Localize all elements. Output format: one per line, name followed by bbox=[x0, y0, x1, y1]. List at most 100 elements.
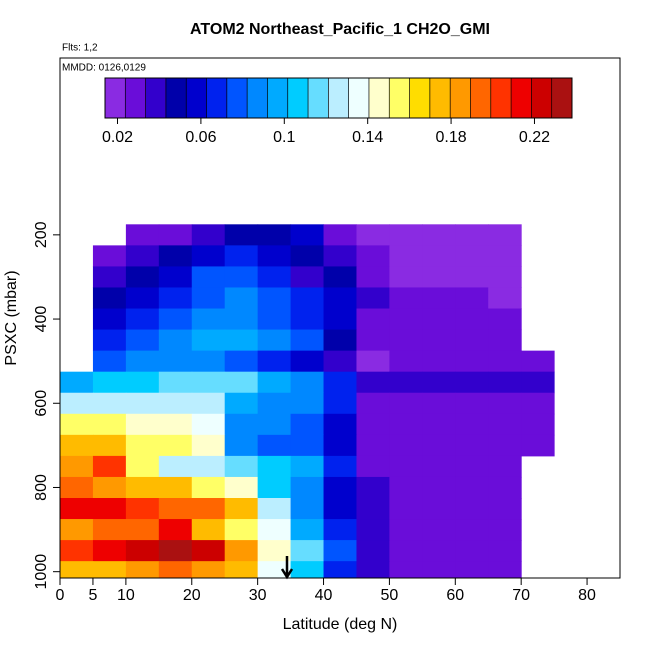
heat-cell bbox=[125, 308, 160, 331]
colorbar-tick-label: 0.02 bbox=[102, 129, 133, 146]
heat-cell bbox=[323, 498, 357, 520]
heat-cell bbox=[125, 561, 160, 578]
heat-cell bbox=[455, 287, 489, 310]
heat-cell bbox=[290, 561, 325, 578]
x-axis-label: Latitude (deg N) bbox=[283, 616, 398, 633]
heat-cell bbox=[224, 434, 259, 457]
heat-cell bbox=[389, 413, 423, 436]
x-tick-label: 5 bbox=[88, 587, 97, 604]
heat-cell bbox=[356, 498, 390, 520]
heat-cell bbox=[60, 371, 94, 394]
heat-cell bbox=[323, 519, 357, 541]
heat-cell bbox=[389, 498, 423, 520]
heat-cell bbox=[191, 519, 226, 541]
heat-cell bbox=[323, 561, 357, 578]
heat-cell bbox=[60, 519, 94, 541]
y-tick-label: 200 bbox=[33, 221, 50, 248]
heat-cell bbox=[92, 392, 127, 415]
heat-cell bbox=[488, 434, 522, 457]
heat-cell bbox=[356, 224, 390, 246]
heat-cell bbox=[356, 476, 390, 499]
heat-cell bbox=[191, 245, 226, 267]
heat-cell bbox=[257, 308, 292, 331]
colorbar-bin bbox=[267, 78, 289, 118]
heat-cell bbox=[257, 498, 292, 520]
heat-cell bbox=[323, 308, 357, 331]
heat-cell bbox=[488, 371, 522, 394]
colorbar-bin bbox=[348, 78, 370, 118]
heat-cell bbox=[224, 224, 259, 246]
heat-cell bbox=[60, 434, 94, 457]
heat-cell bbox=[224, 392, 259, 415]
heat-cell bbox=[389, 329, 423, 352]
heat-cell bbox=[290, 498, 325, 520]
heat-cell bbox=[356, 287, 390, 310]
heat-cell bbox=[290, 371, 325, 394]
heat-cell bbox=[191, 540, 226, 562]
heat-cell bbox=[422, 266, 456, 288]
heat-cell bbox=[455, 329, 489, 352]
heat-cell bbox=[92, 498, 127, 520]
heat-cell bbox=[191, 561, 226, 578]
heat-cell bbox=[323, 287, 357, 310]
plot-frame bbox=[59, 57, 621, 579]
heat-cell bbox=[191, 224, 226, 246]
heat-cell bbox=[455, 350, 489, 373]
heat-cell bbox=[323, 266, 357, 288]
heat-cell bbox=[92, 287, 127, 310]
heat-cell bbox=[158, 245, 193, 267]
heat-cell bbox=[323, 476, 357, 499]
heat-cell bbox=[257, 287, 292, 310]
heat-cell bbox=[92, 245, 127, 267]
heat-cell bbox=[356, 413, 390, 436]
colorbar-bin bbox=[470, 78, 492, 118]
colorbar-tick-label: 0.1 bbox=[273, 129, 295, 146]
heat-cell bbox=[191, 498, 226, 520]
heat-cell bbox=[323, 455, 357, 478]
heat-cell bbox=[224, 308, 259, 331]
heat-cell bbox=[257, 224, 292, 246]
heat-cell bbox=[191, 371, 226, 394]
heat-cell bbox=[224, 498, 259, 520]
heat-cell bbox=[290, 540, 325, 562]
colorbar-bin bbox=[125, 78, 146, 118]
heat-cell bbox=[488, 476, 522, 499]
heat-cell bbox=[224, 350, 259, 373]
heat-cell bbox=[356, 371, 390, 394]
heat-cell bbox=[92, 413, 127, 436]
heat-cell bbox=[422, 245, 456, 267]
heat-cell bbox=[125, 224, 160, 246]
x-tick-label: 70 bbox=[512, 587, 530, 604]
heat-cell bbox=[224, 371, 259, 394]
x-tick-label: 60 bbox=[446, 587, 464, 604]
heat-cell bbox=[455, 476, 489, 499]
heat-cell bbox=[92, 266, 127, 288]
heat-cell bbox=[257, 561, 292, 578]
heat-cell bbox=[422, 455, 456, 478]
heat-cell bbox=[224, 329, 259, 352]
heat-cell bbox=[60, 476, 94, 499]
heat-cell bbox=[422, 287, 456, 310]
heat-cell bbox=[455, 455, 489, 478]
heat-cell bbox=[455, 540, 489, 562]
heat-cell bbox=[356, 308, 390, 331]
heat-cell bbox=[488, 350, 522, 373]
heat-cell bbox=[224, 266, 259, 288]
heat-cell bbox=[257, 455, 292, 478]
heat-cell bbox=[488, 561, 522, 578]
heat-cell bbox=[422, 476, 456, 499]
heat-cell bbox=[257, 540, 292, 562]
heat-cell bbox=[389, 392, 423, 415]
x-tick-label: 40 bbox=[315, 587, 333, 604]
heat-cell bbox=[323, 329, 357, 352]
colorbar-bin bbox=[287, 78, 309, 118]
heat-cell bbox=[125, 266, 160, 288]
heat-cell bbox=[158, 561, 193, 578]
y-tick-label: 800 bbox=[33, 474, 50, 501]
colorbar-bin bbox=[165, 78, 187, 118]
heat-cell bbox=[488, 392, 522, 415]
colorbar-bin bbox=[247, 78, 268, 118]
colorbar-bin bbox=[226, 78, 248, 118]
